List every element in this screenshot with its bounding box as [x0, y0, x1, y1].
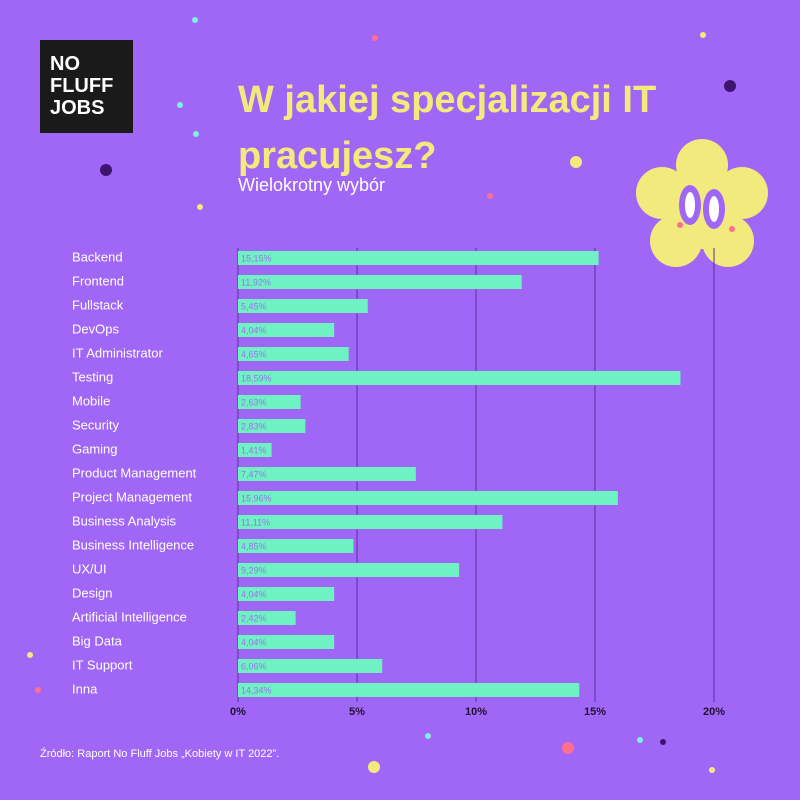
value-label: 4,85% [241, 541, 267, 551]
value-label: 4,65% [241, 349, 267, 359]
logo: NO FLUFF JOBS [40, 40, 133, 133]
bar [238, 491, 618, 505]
bar [238, 347, 349, 361]
bar [238, 395, 301, 409]
value-label: 4,04% [241, 589, 267, 599]
bar [238, 683, 580, 697]
bar [238, 299, 368, 313]
value-label: 18,59% [241, 373, 272, 383]
category-label: Artificial Intelligence [72, 609, 187, 624]
chart-title: W jakiej specjalizacji IT pracujesz? [238, 79, 657, 177]
value-label: 2,63% [241, 397, 267, 407]
category-label: Frontend [72, 273, 124, 288]
category-label: Business Intelligence [72, 537, 194, 552]
bar [238, 443, 272, 457]
category-label: IT Support [72, 657, 133, 672]
bar [238, 371, 681, 385]
x-tick-label: 10% [465, 706, 487, 718]
value-label: 11,11% [241, 517, 270, 527]
value-label: 9,29% [241, 565, 267, 575]
value-label: 5,45% [241, 301, 267, 311]
category-label: Product Management [72, 465, 197, 480]
category-label: Gaming [72, 441, 118, 456]
bar [238, 515, 503, 529]
value-label: 4,04% [241, 325, 267, 335]
x-tick-label: 0% [230, 706, 246, 718]
bar [238, 611, 296, 625]
chart-subtitle: Wielokrotny wybór [238, 175, 386, 195]
bar [238, 419, 306, 433]
category-label: Project Management [72, 489, 192, 504]
category-label: Fullstack [72, 297, 124, 312]
bar [238, 563, 460, 577]
bar [238, 587, 335, 601]
x-tick-label: 15% [584, 706, 606, 718]
category-label: Security [72, 417, 119, 432]
bar [238, 275, 522, 289]
value-label: 14,34% [241, 685, 272, 695]
category-label: Big Data [72, 633, 123, 648]
category-label: UX/UI [72, 561, 107, 576]
logo-trademark: TM [105, 50, 121, 62]
bar [238, 635, 335, 649]
category-label: Inna [72, 681, 98, 696]
bar [238, 251, 599, 265]
category-label: Testing [72, 369, 113, 384]
source-note: Źródło: Raport No Fluff Jobs „Kobiety w … [40, 748, 280, 760]
value-label: 7,47% [241, 469, 267, 479]
category-label: Design [72, 585, 112, 600]
bar [238, 467, 416, 481]
category-label: DevOps [72, 321, 119, 336]
value-label: 1,41% [241, 445, 267, 455]
category-label: Backend [72, 249, 123, 264]
category-label: Business Analysis [72, 513, 177, 528]
value-label: 2,83% [241, 421, 267, 431]
bar [238, 539, 354, 553]
value-label: 4,04% [241, 637, 267, 647]
x-tick-label: 5% [349, 706, 365, 718]
x-tick-label: 20% [703, 706, 725, 718]
decoration [27, 17, 768, 773]
value-label: 6,06% [241, 661, 267, 671]
category-label: IT Administrator [72, 345, 163, 360]
value-label: 2,42% [241, 613, 267, 623]
logo-text: NO FLUFF JOBS [50, 53, 114, 119]
value-label: 15,15% [241, 253, 272, 263]
value-label: 15,96% [241, 493, 272, 503]
value-label: 11,92% [241, 277, 271, 287]
category-label: Mobile [72, 393, 110, 408]
bar [238, 323, 335, 337]
bar [238, 659, 383, 673]
